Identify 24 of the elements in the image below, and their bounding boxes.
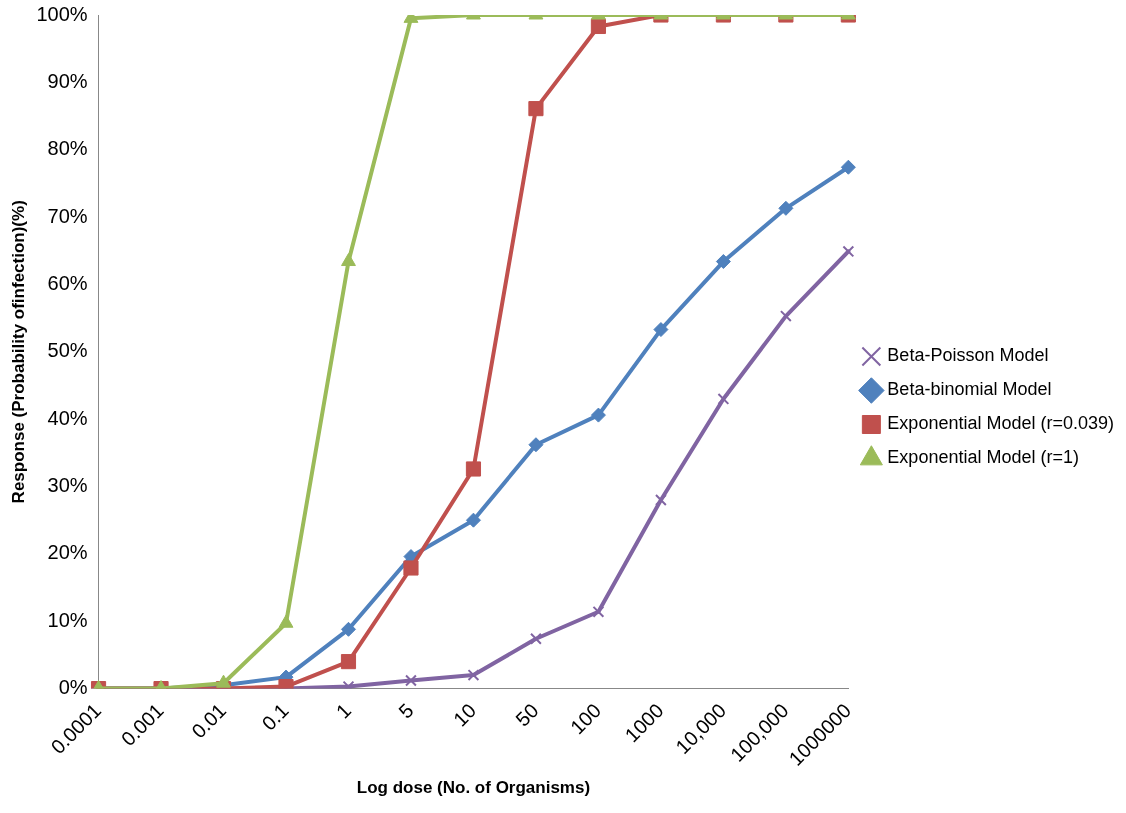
- x-tick-label: 0.01: [187, 699, 231, 743]
- x-tick-label: 100: [566, 699, 606, 739]
- legend-label: Exponential Model (r=0.039): [887, 413, 1115, 434]
- y-tick-label: 80%: [47, 137, 88, 160]
- legend-label: Beta-binomial Model: [887, 379, 1052, 400]
- legend-label: Exponential Model (r=1): [887, 447, 1079, 468]
- y-tick-label: 0%: [58, 676, 88, 699]
- x-tick-label: 10: [448, 699, 481, 731]
- y-tick-label: 60%: [47, 271, 88, 294]
- legend-label: Beta-Poisson Model: [887, 345, 1049, 366]
- y-tick-label: 70%: [47, 204, 88, 227]
- y-tick-label: 30%: [47, 474, 88, 497]
- x-tick-label: 0.1: [257, 699, 293, 735]
- x-tick-label: 1: [331, 699, 356, 723]
- y-tick-label: 10%: [47, 608, 88, 631]
- y-tick-label: 20%: [47, 541, 88, 564]
- x-axis-title: Log dose (No. of Organisms): [356, 778, 591, 798]
- x-tick-label: 50: [511, 699, 543, 731]
- y-tick-label: 100%: [36, 2, 88, 25]
- y-tick-label: 40%: [47, 406, 88, 429]
- x-tick-label: 5: [394, 699, 418, 723]
- y-tick-label: 50%: [47, 339, 88, 362]
- y-tick-label: 90%: [47, 69, 88, 92]
- y-axis-title: Response (Probability ofinfection)(%): [8, 200, 28, 504]
